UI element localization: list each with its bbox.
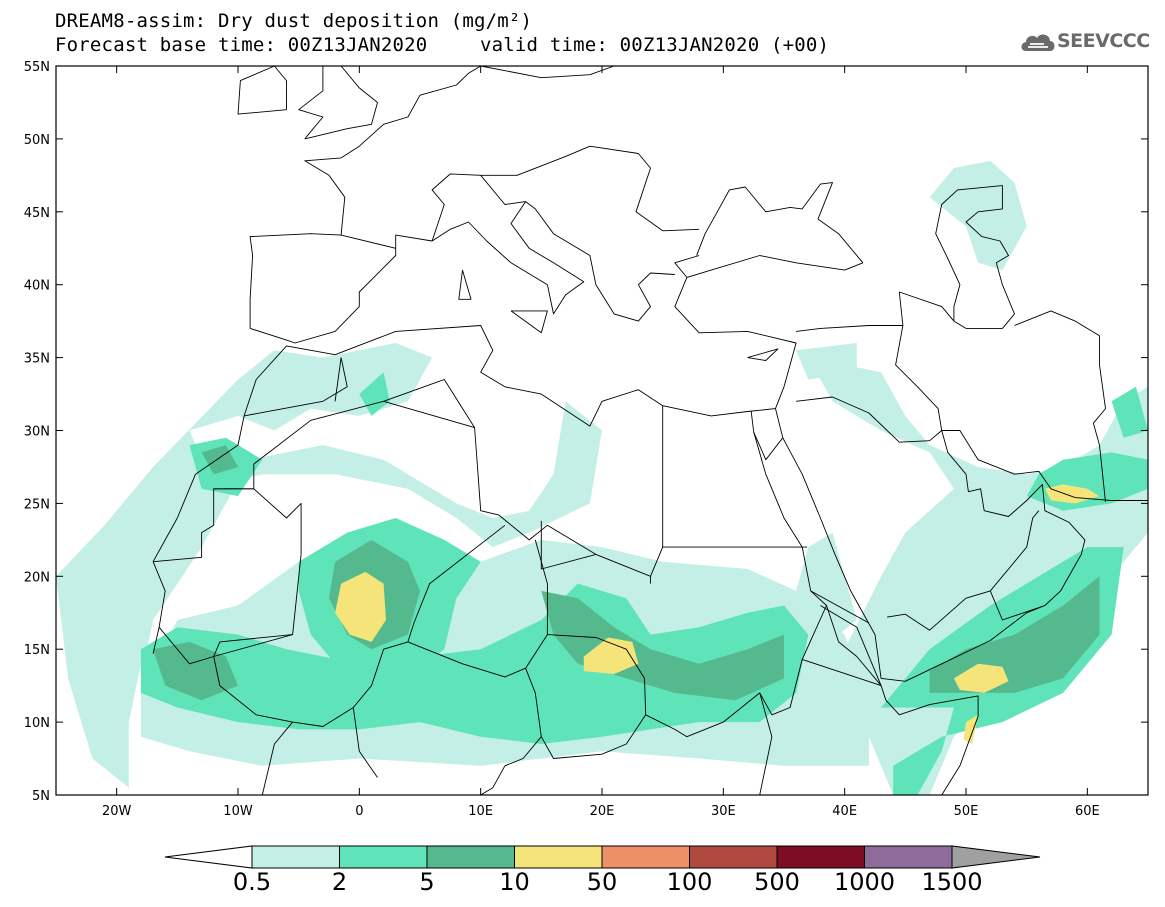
border-line bbox=[152, 255, 864, 654]
border-line bbox=[383, 379, 475, 428]
border-line bbox=[782, 430, 1086, 682]
deposition-patch-level-3 bbox=[335, 571, 386, 642]
valid-time: valid time: 00Z13JAN2020 (+00) bbox=[480, 34, 830, 56]
border-line bbox=[820, 605, 882, 686]
forecast-base-time: Forecast base time: 00Z13JAN2020 bbox=[55, 34, 428, 56]
border-line bbox=[244, 357, 348, 417]
map-title: DREAM8-assim: Dry dust deposition (mg/m²… bbox=[55, 10, 533, 32]
colorbar-label: 50 bbox=[586, 868, 618, 896]
x-tick-label: 0 bbox=[355, 804, 363, 819]
border-line bbox=[796, 325, 943, 431]
y-tick-label: 35N bbox=[24, 352, 50, 367]
deposition-patch-level-2 bbox=[929, 576, 1100, 693]
border-line bbox=[935, 185, 1015, 329]
deposition-patch-level-3 bbox=[953, 663, 1009, 693]
border-line bbox=[431, 145, 700, 242]
border-line bbox=[1014, 310, 1106, 502]
border-line bbox=[747, 348, 779, 361]
colorbar-label: 0.5 bbox=[232, 868, 272, 896]
y-tick-label: 30N bbox=[24, 425, 50, 440]
border-line bbox=[237, 65, 287, 115]
border-line bbox=[510, 310, 548, 334]
colorbar-label: 500 bbox=[754, 868, 800, 896]
y-tick-label: 45N bbox=[24, 206, 50, 221]
border-line bbox=[650, 546, 808, 577]
deposition-patch-level-3 bbox=[963, 714, 979, 744]
border-line bbox=[253, 400, 651, 584]
border-line bbox=[540, 714, 647, 759]
border-line bbox=[249, 65, 481, 329]
border-line bbox=[480, 765, 506, 796]
x-tick-label: 50E bbox=[954, 804, 979, 819]
deposition-patch-level-2 bbox=[153, 641, 238, 701]
y-tick-label: 25N bbox=[24, 497, 50, 512]
y-tick-label: 5N bbox=[32, 789, 50, 804]
border-line bbox=[213, 634, 293, 657]
x-tick-label: 10E bbox=[468, 804, 493, 819]
deposition-patch-level-0 bbox=[808, 357, 1148, 795]
deposition-patch-level-0 bbox=[796, 532, 857, 650]
deposition-patch-level-0 bbox=[796, 343, 857, 380]
border-line bbox=[213, 488, 302, 555]
colorbar-label: 10 bbox=[499, 868, 530, 896]
y-tick-label: 50N bbox=[24, 133, 50, 148]
border-line bbox=[674, 255, 700, 278]
x-tick-label: 40E bbox=[832, 804, 857, 819]
border-line bbox=[540, 520, 597, 570]
colorbar-label: 1500 bbox=[921, 868, 983, 896]
x-tick-label: 30E bbox=[711, 804, 736, 819]
border-line bbox=[334, 357, 342, 402]
deposition-patch-level-0 bbox=[140, 401, 602, 679]
border-line bbox=[213, 524, 506, 727]
border-line bbox=[298, 65, 378, 140]
x-tick-label: 20W bbox=[102, 804, 132, 819]
x-tick-label: 20E bbox=[590, 804, 615, 819]
x-tick-label: 10W bbox=[223, 804, 253, 819]
border-line bbox=[261, 721, 293, 796]
colorbar-label: 5 bbox=[419, 868, 435, 896]
deposition-patch-level-1 bbox=[359, 372, 390, 416]
deposition-patch-level-1 bbox=[140, 583, 809, 744]
border-line bbox=[989, 510, 1046, 621]
y-tick-label: 55N bbox=[24, 60, 50, 75]
y-tick-label: 10N bbox=[24, 716, 50, 731]
colorbar-label: 100 bbox=[666, 868, 713, 896]
border-line bbox=[750, 408, 784, 461]
y-tick-label: 40N bbox=[24, 279, 50, 294]
y-tick-label: 15N bbox=[24, 643, 50, 658]
border-line bbox=[696, 182, 864, 264]
border-line bbox=[941, 430, 1148, 501]
deposition-patch-level-1 bbox=[1111, 386, 1148, 438]
border-line bbox=[753, 431, 979, 796]
x-tick-label: 60E bbox=[1075, 804, 1100, 819]
deposition-patch-level-2 bbox=[541, 590, 784, 701]
deposition-patch-level-0 bbox=[56, 343, 433, 788]
border-line bbox=[158, 627, 214, 665]
border-line bbox=[249, 201, 675, 344]
deposition-patch-level-2 bbox=[201, 445, 238, 475]
border-line bbox=[340, 234, 396, 249]
logo-text: SEEVCCC bbox=[1057, 30, 1150, 52]
border-line bbox=[458, 269, 472, 300]
border-line bbox=[352, 707, 378, 778]
deposition-contours bbox=[56, 160, 1148, 795]
colorbar-label: 1000 bbox=[833, 868, 896, 896]
border-line bbox=[810, 590, 870, 624]
cloud-icon bbox=[1021, 34, 1055, 51]
border-line bbox=[898, 291, 955, 326]
coastlines-borders bbox=[152, 65, 1148, 796]
border-line bbox=[887, 590, 991, 631]
y-tick-label: 20N bbox=[24, 570, 50, 585]
border-line bbox=[796, 396, 942, 443]
colorbar-label: 2 bbox=[331, 868, 348, 896]
border-line bbox=[547, 605, 827, 738]
border-line bbox=[480, 65, 615, 79]
border-line bbox=[759, 692, 773, 796]
border-line bbox=[480, 175, 526, 205]
deposition-patch-level-0 bbox=[929, 160, 1027, 271]
deposition-patch-level-3 bbox=[583, 637, 639, 674]
border-line bbox=[802, 658, 882, 687]
